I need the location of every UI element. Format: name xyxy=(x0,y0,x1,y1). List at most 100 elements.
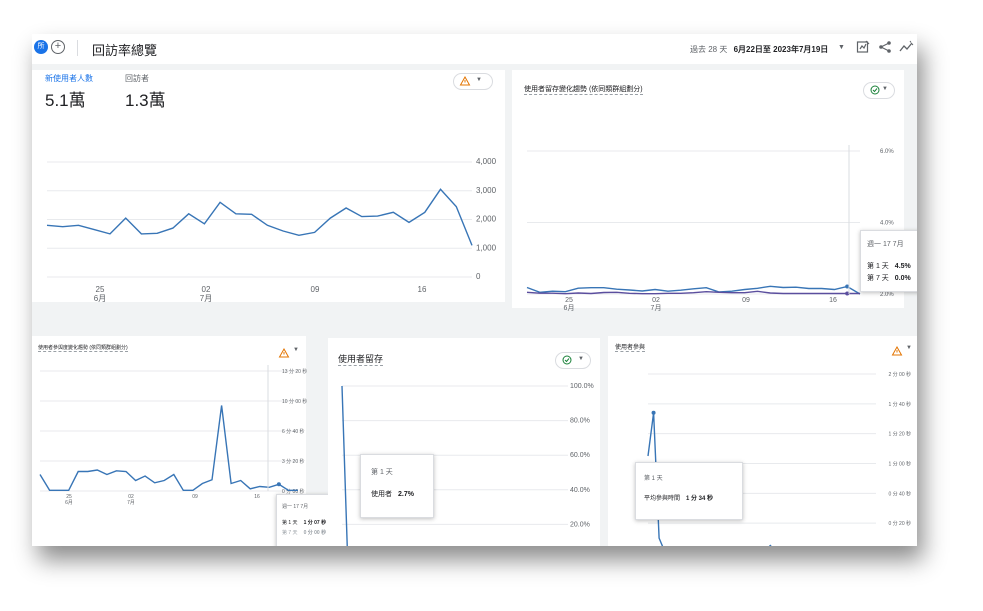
y-tick-label: 6.0% xyxy=(880,149,894,155)
report-header: 所 + 回訪率總覽 過去 28 天 6月22日至 2023年7月19日 ▼ xyxy=(32,34,917,64)
x-tick-label: 16 xyxy=(254,494,260,500)
y-tick-label: 6 分 40 秒 xyxy=(282,428,305,435)
x-tick-sublabel: 7月 xyxy=(127,500,135,506)
insights-icon[interactable] xyxy=(899,40,914,54)
series-line-1 xyxy=(526,285,861,295)
y-tick-label: 0 分 20 秒 xyxy=(888,520,911,527)
series-point xyxy=(276,482,281,487)
x-tick-label: 16 xyxy=(418,285,427,294)
series-line-1 xyxy=(39,405,298,491)
tooltip-row-day1: 第 1 天 4.5% xyxy=(867,263,911,270)
x-tick-sublabel: 6月 xyxy=(94,294,106,303)
warning-icon xyxy=(459,75,471,86)
retention-trend-status-chip[interactable]: ▼ xyxy=(863,82,895,99)
y-tick-label: 10 分 00 秒 xyxy=(282,398,307,405)
x-tick-label: 09 xyxy=(742,297,750,304)
engagement-status-flag[interactable]: ▼ xyxy=(891,343,912,361)
returning-users-value: 1.3萬 xyxy=(125,91,166,110)
y-tick-label: 0 分 00 秒 xyxy=(282,488,305,495)
retention-status-chip[interactable]: ▼ xyxy=(555,352,591,369)
y-tick-label: 80.0% xyxy=(570,418,590,425)
y-tick-label: 1 分 00 秒 xyxy=(888,461,911,468)
customize-report-icon[interactable] xyxy=(856,40,870,54)
x-tick-label: 02 xyxy=(202,285,211,294)
chip-caret-icon: ▼ xyxy=(476,77,482,83)
chip-caret-icon: ▼ xyxy=(906,345,912,351)
check-circle-icon xyxy=(562,355,572,365)
y-tick-label: 2 分 00 秒 xyxy=(888,371,911,378)
y-tick-label: 60.0% xyxy=(570,452,590,459)
tooltip-row-avg-time: 平均參與時間 1 分 34 秒 xyxy=(644,496,714,502)
engagement-tooltip: 第 1 天 平均參與時間 1 分 34 秒 xyxy=(635,462,743,520)
y-tick-label: 3,000 xyxy=(476,186,497,195)
y-tick-label: 0 分 40 秒 xyxy=(888,490,911,497)
check-circle-icon xyxy=(870,85,880,95)
x-tick-sublabel: 7月 xyxy=(651,304,662,312)
retention-line-chart: 100.0%80.0%60.0%40.0%20.0%0.0%第3第10第17第2… xyxy=(341,383,594,546)
header-divider xyxy=(77,40,78,56)
retention-title[interactable]: 使用者留存 xyxy=(338,354,384,366)
y-tick-label: 0 xyxy=(476,272,481,281)
tooltip-date: 週一 17 7月 xyxy=(282,504,309,510)
y-tick-label: 3 分 20 秒 xyxy=(282,458,305,465)
series-point xyxy=(845,291,850,296)
engagement-title[interactable]: 使用者參與 xyxy=(615,342,646,352)
series-line-1 xyxy=(46,188,473,246)
retention-trend-tooltip: 週一 17 7月 第 1 天 4.5% 第 7 天 0.0% xyxy=(860,230,917,292)
series-line-2 xyxy=(526,290,860,295)
warning-icon xyxy=(278,347,290,358)
share-icon[interactable] xyxy=(878,40,892,54)
engagement-trend-line-chart: 13 分 20 秒 10 分 00 秒 6 分 40 秒 3 分 20 秒 0 分 00… xyxy=(39,365,307,506)
engagement-trend-card: 使用者參與度變化趨勢 (依同類群組劃分) ▼ 13 分 20 秒 10 分 00 … xyxy=(32,336,330,546)
series-point xyxy=(651,410,656,415)
x-tick-label: 25 xyxy=(565,297,573,304)
engagement-trend-title[interactable]: 使用者參與度變化趨勢 (依同類群組劃分) xyxy=(38,345,128,352)
engagement-trend-status-flag[interactable]: ▼ xyxy=(278,345,299,363)
add-comparison-button[interactable]: + xyxy=(51,40,65,54)
y-tick-label: 1 分 40 秒 xyxy=(888,401,911,408)
y-tick-label: 2.0% xyxy=(880,292,894,298)
series-point xyxy=(845,284,850,289)
y-tick-label: 1 分 20 秒 xyxy=(888,431,911,438)
date-range-picker[interactable]: 過去 28 天 6月22日至 2023年7月19日 xyxy=(690,44,828,55)
y-tick-label: 40.0% xyxy=(570,487,590,494)
retention-trend-card: 使用者留存變化趨勢 (依同類群組劃分) ▼ 6.0% 4.0% 2.0% 25 6月 02… xyxy=(512,70,917,312)
y-tick-label: 4.0% xyxy=(880,221,894,227)
date-range-value: 6月22日至 2023年7月19日 xyxy=(733,45,829,54)
returning-users-label[interactable]: 回訪者 xyxy=(125,74,149,83)
chip-caret-icon: ▼ xyxy=(293,347,299,353)
chip-caret-icon: ▼ xyxy=(882,86,888,92)
tooltip-date: 週一 17 7月 xyxy=(867,241,904,248)
y-tick-label: 2,000 xyxy=(476,215,497,224)
x-tick-label: 02 xyxy=(652,297,660,304)
x-tick-sublabel: 7月 xyxy=(200,294,212,303)
x-tick-sublabel: 6月 xyxy=(564,304,575,312)
x-tick-label: 09 xyxy=(192,494,198,500)
retention-trend-title[interactable]: 使用者留存變化趨勢 (依同類群組劃分) xyxy=(524,86,643,95)
y-tick-label: 100.0% xyxy=(570,383,594,390)
x-tick-label: 16 xyxy=(829,297,837,304)
dashboard-frame: 所 + 回訪率總覽 過去 28 天 6月22日至 2023年7月19日 ▼ 新使… xyxy=(32,34,917,546)
y-tick-label: 13 分 20 秒 xyxy=(282,368,307,375)
x-tick-sublabel: 6月 xyxy=(65,500,73,506)
date-caret-icon[interactable]: ▼ xyxy=(838,44,845,51)
chip-caret-icon: ▼ xyxy=(578,356,584,362)
tooltip-date: 第 1 天 xyxy=(371,469,393,476)
data-quality-chip[interactable]: ▼ xyxy=(453,73,493,90)
retention-tooltip: 第 1 天 使用者 2.7% xyxy=(360,454,434,518)
y-tick-label: 1,000 xyxy=(476,243,497,252)
page-title: 回訪率總覽 xyxy=(92,43,158,58)
overview-card: 新使用者人數 5.1萬 回訪者 1.3萬 ▼ 4,000 3,000 2,000 1,… xyxy=(32,70,505,303)
date-range-label: 過去 28 天 xyxy=(690,45,728,54)
tooltip-row-day7: 第 7 天 0.0% xyxy=(867,275,911,282)
retention-card: 使用者留存 ▼ 100.0% 80.0% 60.0% 40.0% 20.0% 0.0% 第 3… xyxy=(328,338,600,546)
y-tick-label: 20.0% xyxy=(570,521,590,528)
warning-icon xyxy=(891,345,903,356)
new-users-label[interactable]: 新使用者人數 xyxy=(45,74,93,83)
property-badge[interactable]: 所 xyxy=(34,40,48,54)
tooltip-date: 第 1 天 xyxy=(644,476,663,482)
